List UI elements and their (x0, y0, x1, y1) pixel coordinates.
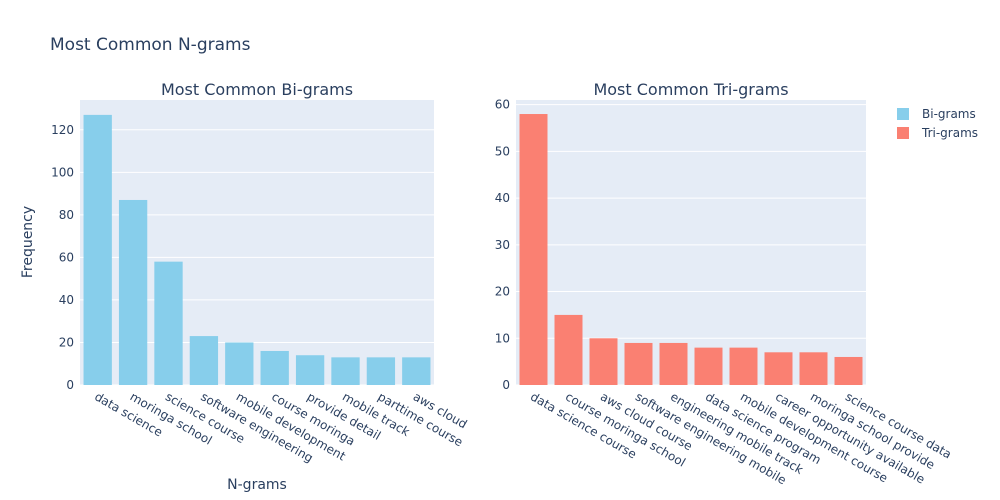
legend[interactable]: Bi-grams Tri-grams (897, 107, 978, 140)
bar-moringa-school-provide[interactable] (799, 352, 828, 385)
legend-swatch[interactable] (897, 127, 909, 139)
y-tick-label: 40 (59, 293, 74, 307)
subplot-title: Most Common Bi-grams (161, 80, 353, 99)
y-tick-label: 80 (59, 208, 74, 222)
bar-parttime-course[interactable] (366, 357, 396, 385)
bar-data-science-program[interactable] (694, 347, 723, 385)
bar-aws-cloud[interactable] (402, 357, 431, 385)
y-tick-label: 0 (502, 378, 510, 392)
y-tick-label: 20 (495, 285, 510, 299)
bar-mobile-development-course[interactable] (729, 347, 758, 385)
bar-science-course[interactable] (154, 261, 183, 385)
y-tick-label: 60 (59, 250, 74, 264)
bar-aws-cloud-course[interactable] (589, 338, 618, 385)
figure-title: Most Common N-grams (50, 35, 251, 55)
y-tick-label: 10 (495, 331, 510, 345)
y-tick-label: 100 (51, 165, 74, 179)
y-tick-label: 20 (59, 335, 74, 349)
bar-provide-detail[interactable] (295, 355, 325, 385)
legend-label[interactable]: Bi-grams (922, 107, 976, 121)
bar-course-moringa[interactable] (260, 350, 289, 385)
bar-mobile-development[interactable] (225, 342, 254, 385)
bar-data-science-course[interactable] (519, 114, 548, 386)
y-tick-label: 40 (495, 191, 510, 205)
y-tick-label: 0 (66, 378, 74, 392)
legend-label[interactable]: Tri-grams (921, 126, 978, 140)
subplot-title: Most Common Tri-grams (593, 80, 788, 99)
y-tick-label: 30 (495, 238, 510, 252)
bar-software-engineering[interactable] (189, 336, 219, 385)
y-tick-label: 120 (51, 123, 74, 137)
bar-science-course-data[interactable] (834, 356, 863, 385)
bar-moringa-school[interactable] (118, 199, 148, 385)
bar-career-opportunity-available[interactable] (764, 352, 793, 385)
x-axis-label: N-grams (227, 477, 287, 493)
bar-engineering-mobile-track[interactable] (659, 342, 688, 385)
y-tick-label: 50 (495, 144, 510, 158)
bar-data-science[interactable] (83, 114, 112, 385)
bar-software-engineering-mobile[interactable] (624, 342, 653, 385)
bar-course-moringa-school[interactable] (554, 314, 583, 385)
legend-swatch[interactable] (897, 108, 909, 120)
y-tick-label: 60 (495, 98, 510, 112)
y-axis-label: Frequency (20, 206, 36, 278)
bar-mobile-track[interactable] (331, 357, 360, 385)
